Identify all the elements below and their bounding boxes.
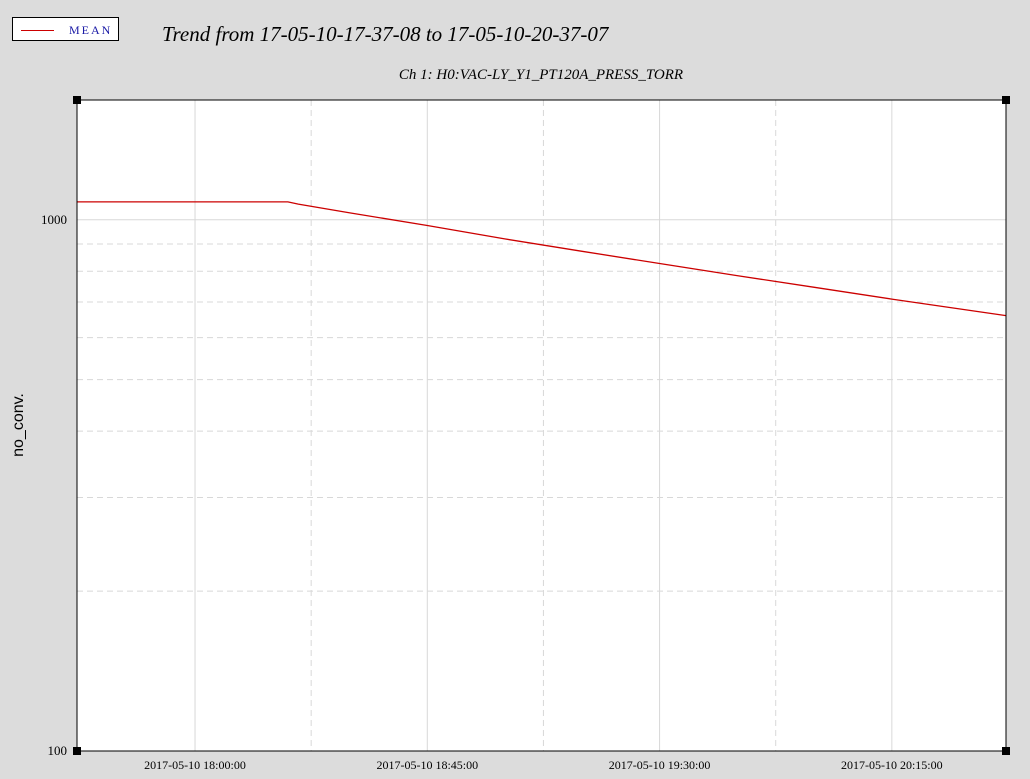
x-tick-label: 2017-05-10 20:15:00 bbox=[840, 758, 943, 772]
series-line-mean bbox=[77, 201, 1007, 317]
corner-handle bbox=[1002, 747, 1010, 755]
legend-swatch bbox=[21, 30, 54, 31]
corner-handle bbox=[73, 747, 81, 755]
corner-handle bbox=[73, 96, 81, 104]
y-tick-label: 1000 bbox=[41, 211, 67, 227]
plot-background bbox=[77, 100, 1006, 751]
legend-label: MEAN bbox=[69, 23, 113, 37]
x-tick-label: 2017-05-10 18:45:00 bbox=[376, 758, 479, 772]
x-tick-label: 2017-05-10 18:00:00 bbox=[144, 758, 246, 772]
x-tick-label: 2017-05-10 19:30:00 bbox=[608, 758, 711, 772]
legend: MEAN bbox=[12, 17, 119, 41]
y-tick-label: 100 bbox=[47, 743, 68, 758]
corner-handle bbox=[1002, 96, 1010, 104]
chart-title: Trend from 17-05-10-17-37-08 to 17-05-10… bbox=[162, 22, 609, 46]
plot-frame bbox=[76, 99, 1007, 752]
chart-subtitle: Ch 1: H0:VAC-LY_Y1_PT120A_PRESS_TORR bbox=[398, 67, 684, 83]
